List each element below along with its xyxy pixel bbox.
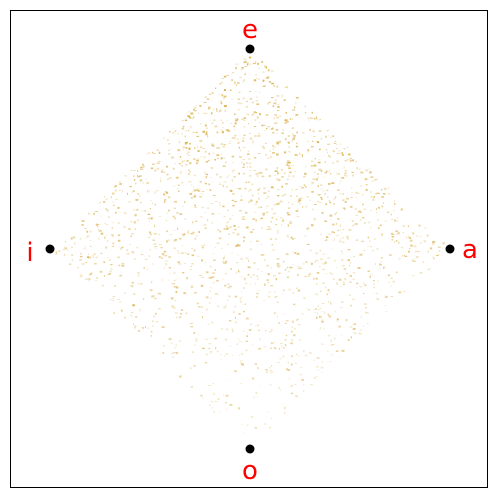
- vertex-label-e: e: [242, 15, 258, 45]
- vertex-marker-i: [45, 244, 55, 254]
- point-cloud: [55, 51, 445, 434]
- vertex-label-a: a: [462, 235, 478, 265]
- vertex-marker-a: [445, 244, 455, 254]
- plot-frame: [10, 10, 488, 488]
- vertex-marker-o: [245, 444, 255, 454]
- vertex-label-i: i: [26, 238, 33, 268]
- vertex-label-o: o: [242, 456, 258, 486]
- vertex-marker-e: [245, 44, 255, 54]
